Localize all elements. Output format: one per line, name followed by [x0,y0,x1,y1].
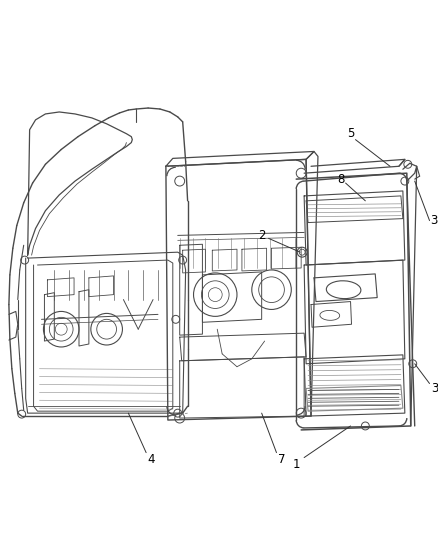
Text: 3: 3 [431,382,438,395]
Text: 4: 4 [147,453,155,466]
Text: 8: 8 [337,173,344,185]
Text: 5: 5 [347,127,354,140]
Text: 3: 3 [431,214,438,227]
Text: 1: 1 [293,458,300,471]
Text: 2: 2 [258,229,265,242]
Text: 7: 7 [278,453,285,466]
